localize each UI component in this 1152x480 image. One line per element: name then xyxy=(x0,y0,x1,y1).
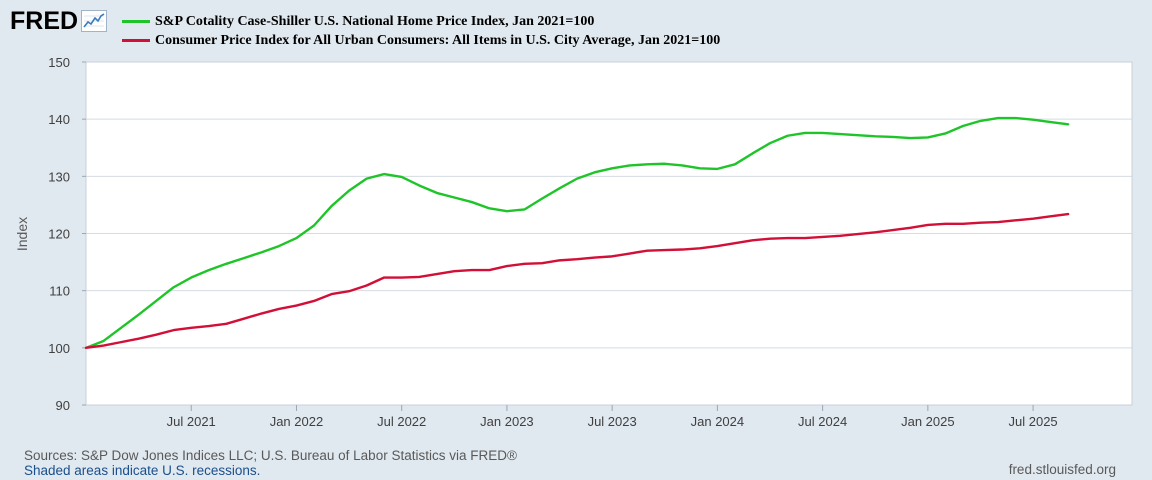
y-tick-label: 110 xyxy=(49,284,70,299)
y-tick-label: 120 xyxy=(48,227,70,242)
recession-note[interactable]: Shaded areas indicate U.S. recessions. xyxy=(24,463,261,478)
legend-item-cpi[interactable]: Consumer Price Index for All Urban Consu… xyxy=(122,31,720,50)
x-tick-label: Jan 2025 xyxy=(901,414,955,429)
x-tick-label: Jul 2025 xyxy=(1009,414,1058,429)
x-tick-label: Jul 2022 xyxy=(377,414,426,429)
y-tick-label: 90 xyxy=(56,398,70,413)
x-tick-label: Jan 2024 xyxy=(691,414,745,429)
legend-item-home-price[interactable]: S&P Cotality Case-Shiller U.S. National … xyxy=(122,12,720,31)
y-tick-label: 140 xyxy=(48,112,70,127)
y-axis-ticks: 90 100 110 120 130 140 150 xyxy=(48,55,86,413)
fred-url[interactable]: fred.stlouisfed.org xyxy=(1008,462,1116,477)
x-axis-ticks: Jul 2021 Jan 2022 Jul 2022 Jan 2023 Jul 2023… xyxy=(167,405,1058,429)
sources-text: Sources: S&P Dow Jones Indices LLC; U.S.… xyxy=(24,448,517,463)
grid-lines xyxy=(85,61,1133,406)
x-tick-label: Jul 2023 xyxy=(588,414,637,429)
series-line-home-price[interactable] xyxy=(84,116,1070,350)
y-tick-label: 100 xyxy=(48,341,70,356)
legend-label-home-price: S&P Cotality Case-Shiller U.S. National … xyxy=(155,13,595,29)
legend-swatch-cpi xyxy=(122,39,150,42)
sources-note: Sources: S&P Dow Jones Indices LLC; U.S.… xyxy=(24,448,517,478)
chart-legend: S&P Cotality Case-Shiller U.S. National … xyxy=(122,12,720,50)
x-tick-label: Jul 2024 xyxy=(798,414,847,429)
legend-label-cpi: Consumer Price Index for All Urban Consu… xyxy=(155,32,721,48)
y-tick-label: 130 xyxy=(48,169,70,184)
x-tick-label: Jan 2022 xyxy=(270,414,324,429)
y-tick-label: 150 xyxy=(48,55,70,70)
fred-logo-text: FRED xyxy=(10,7,79,35)
series-line-cpi[interactable] xyxy=(84,212,1070,350)
x-tick-label: Jan 2023 xyxy=(480,414,534,429)
x-tick-label: Jul 2021 xyxy=(167,414,216,429)
fred-logo[interactable]: FRED xyxy=(10,6,108,36)
fred-chart-icon xyxy=(81,10,108,32)
series-lines xyxy=(84,116,1070,350)
legend-swatch-home-price xyxy=(122,20,150,23)
y-axis-label: Index xyxy=(14,217,30,251)
